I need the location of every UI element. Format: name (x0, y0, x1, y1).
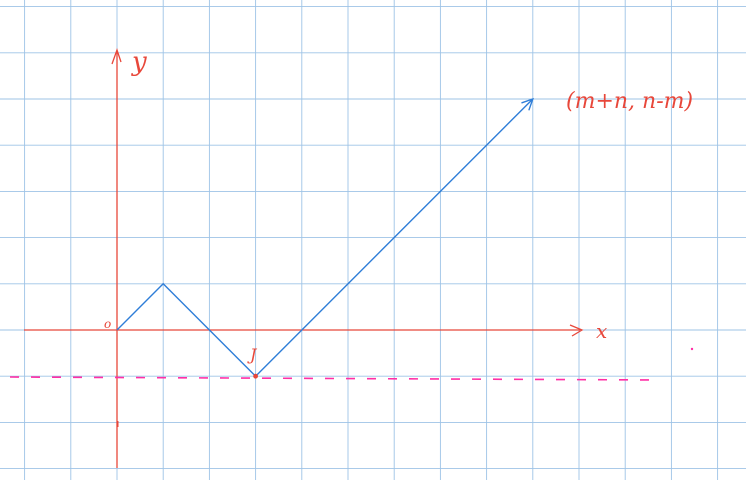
origin-label: o (104, 317, 111, 331)
point-j-marker (253, 373, 258, 379)
axes (24, 48, 584, 468)
path-arrowhead (521, 97, 534, 111)
point-j-label: J (247, 345, 258, 364)
x-axis-label: x (596, 319, 607, 343)
stray-dot (690, 347, 694, 351)
x-axis-arrowhead (569, 324, 584, 337)
y-axis-arrowhead (111, 48, 122, 65)
endpoint-label: (m+n, n-m) (566, 89, 693, 114)
dashed-line-y-minus-1 (9, 376, 661, 381)
y-axis-label: y (131, 47, 147, 77)
lattice-path (116, 98, 534, 378)
